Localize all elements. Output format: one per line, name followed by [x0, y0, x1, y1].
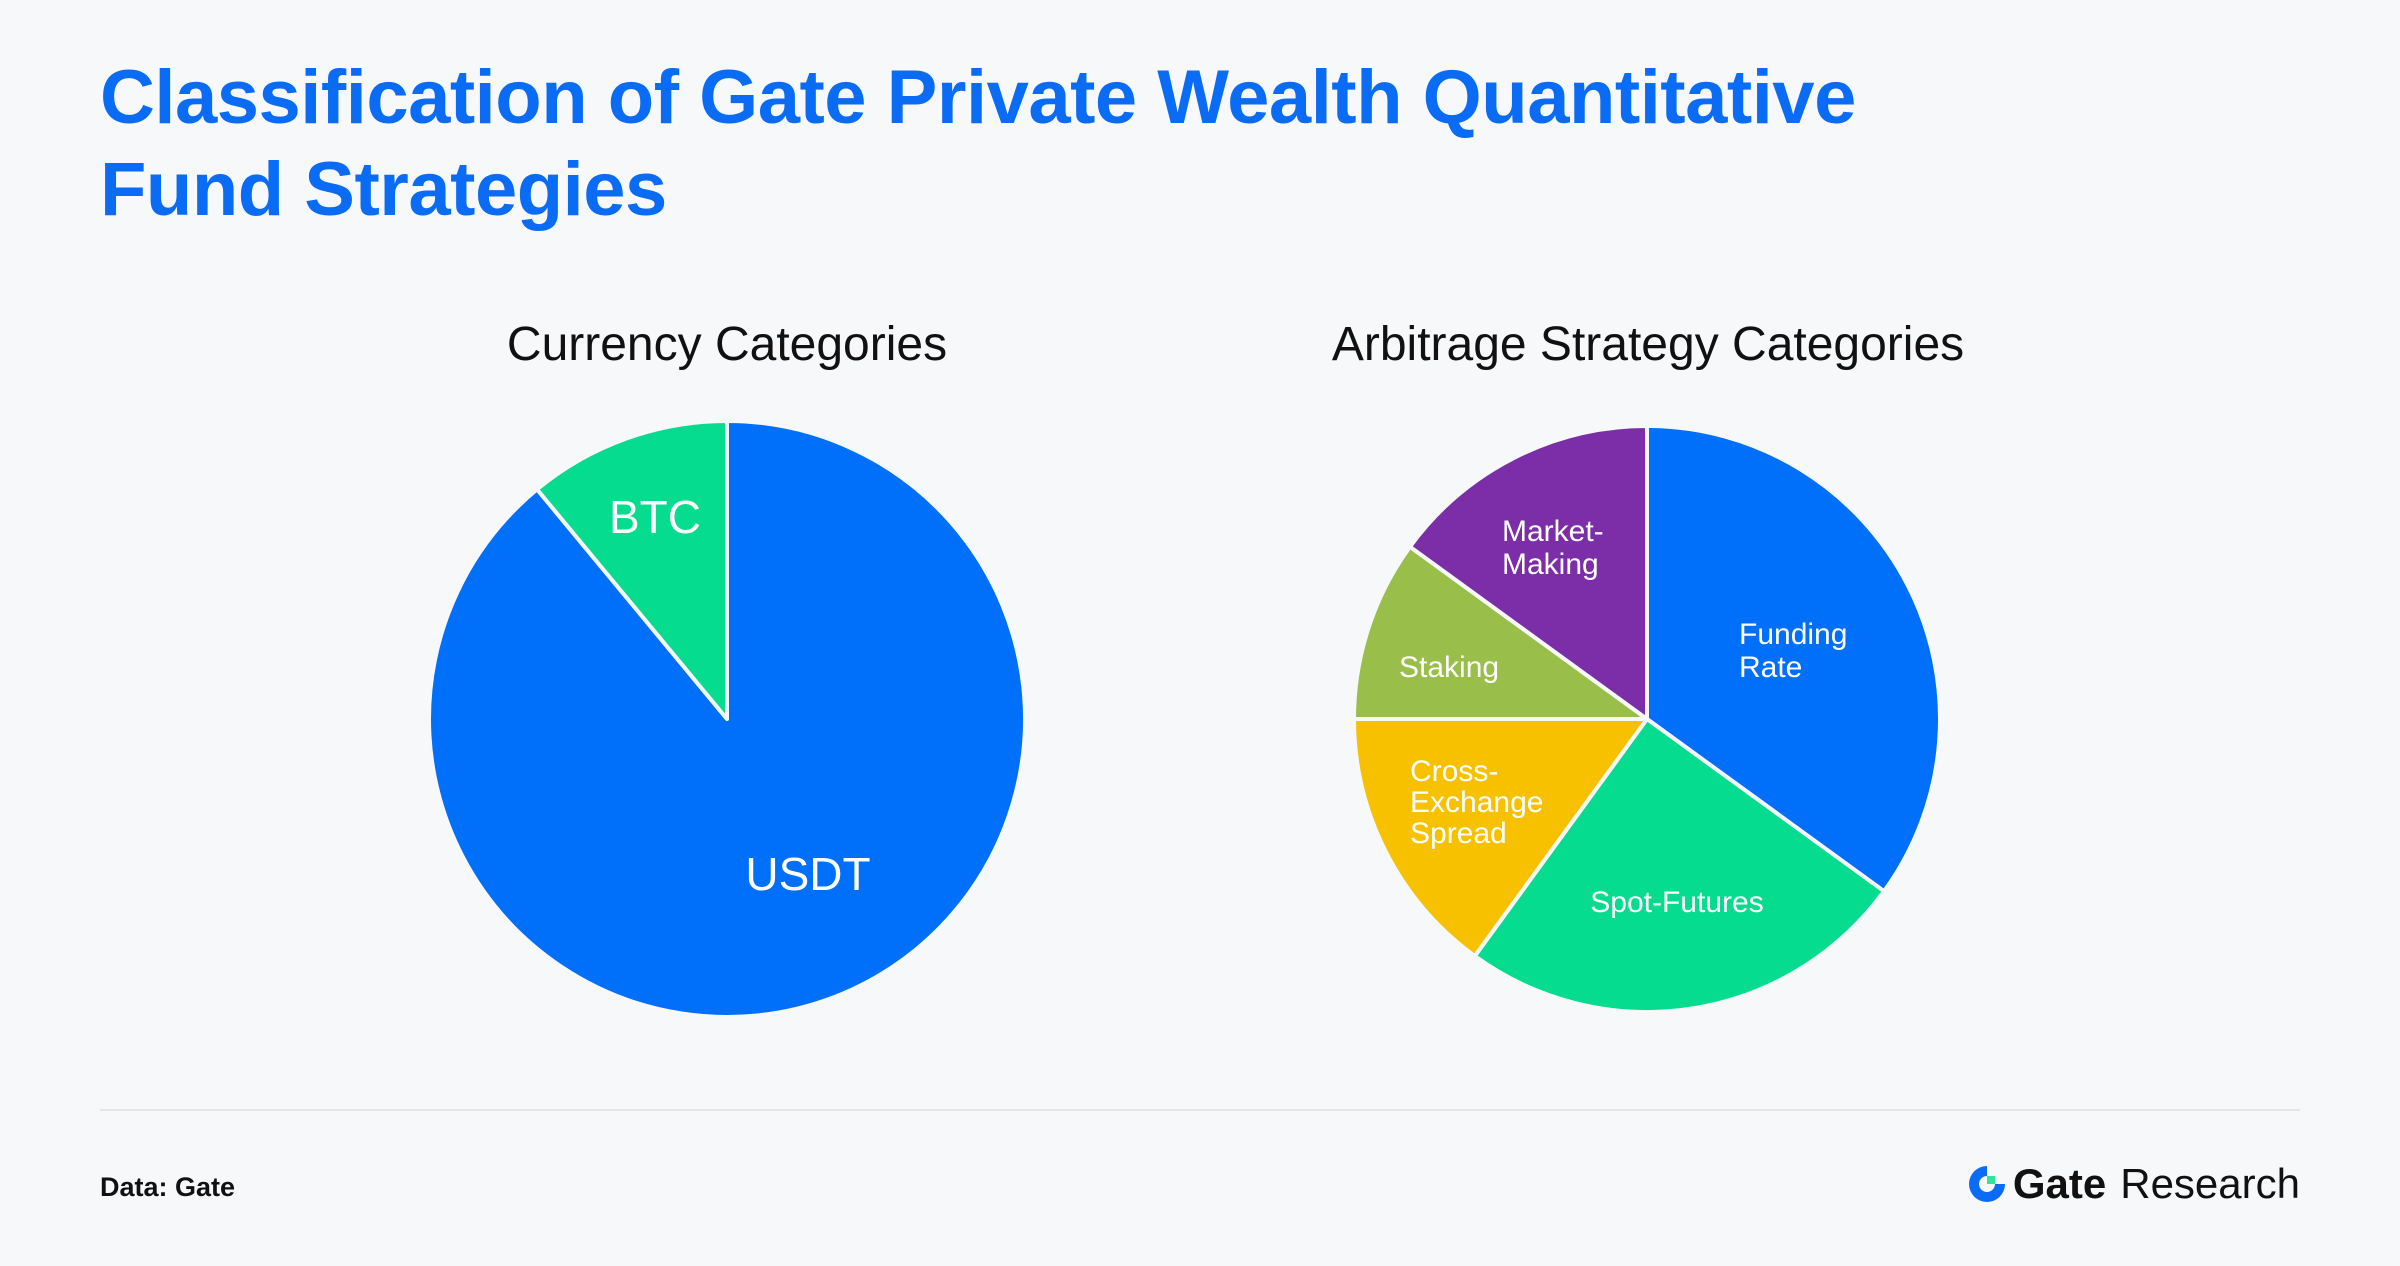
- arbitrage-pie: [1352, 424, 1942, 1014]
- chart-title-arbitrage: Arbitrage Strategy Categories: [1332, 318, 1964, 371]
- slice-label-funding-rate: Funding Rate: [1739, 618, 1847, 684]
- footer-divider: [100, 1109, 2300, 1111]
- page-title: Classification of Gate Private Wealth Qu…: [100, 52, 1856, 236]
- gate-research-logo: Gate Research: [1967, 1160, 2300, 1208]
- currency-pie: [427, 419, 1027, 1019]
- pie-slice-staking: [1352, 544, 1649, 721]
- logo-brand: Gate: [2012, 1160, 2107, 1207]
- pie-slice-market-making: [1407, 424, 1649, 721]
- pie-slice-spot-futures: [1472, 717, 1887, 1014]
- pie-slice-funding-rate: [1645, 424, 1942, 894]
- logo-suffix: Research: [2120, 1160, 2300, 1207]
- slice-label-market-making: Market-Making: [1502, 515, 1604, 581]
- slice-label-btc: BTC: [609, 491, 701, 543]
- pie-slice-cross-exchange-spread: [1352, 717, 1649, 959]
- chart-title-currency: Currency Categories: [507, 318, 947, 371]
- slice-label-spot-futures: Spot-Futures: [1590, 886, 1763, 919]
- data-source: Data: Gate: [100, 1172, 236, 1202]
- gate-logo-icon: [1968, 1166, 2005, 1202]
- slice-label-cross-exchange-spread: Cross-Exchange Spread: [1410, 755, 1543, 850]
- slice-label-staking: Staking: [1399, 651, 1499, 684]
- pie-slice-btc: [535, 419, 729, 721]
- slice-label-usdt: USDT: [745, 848, 870, 900]
- title-line-2: Fund Strategies: [100, 147, 667, 232]
- title-line-1: Classification of Gate Private Wealth Qu…: [100, 55, 1856, 140]
